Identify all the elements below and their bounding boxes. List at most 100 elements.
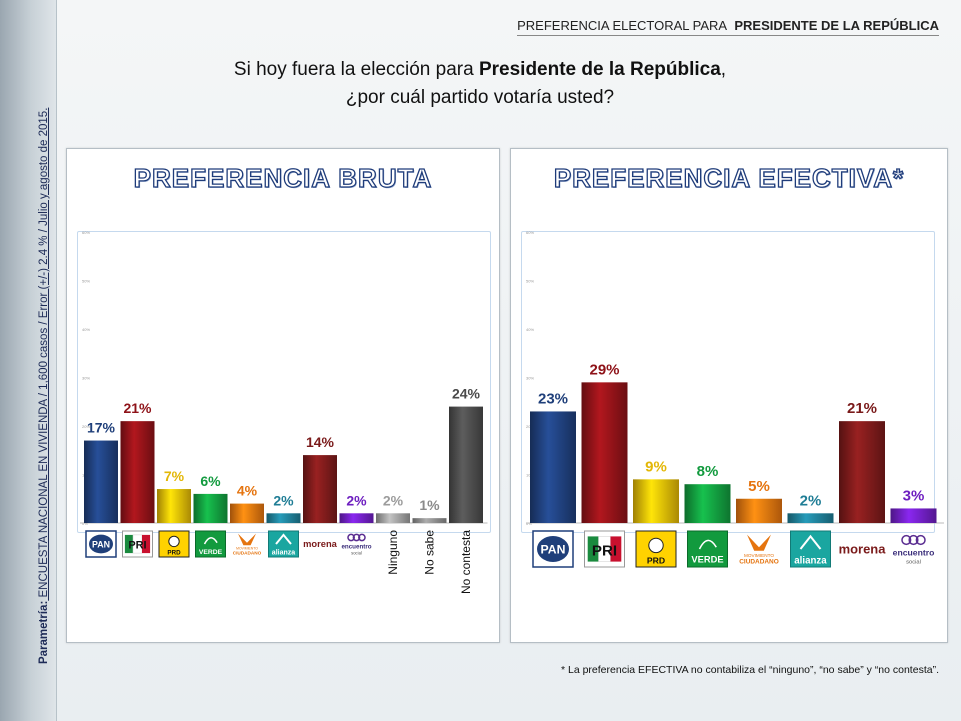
bar [736,498,782,523]
y-tick-label: 40% [526,327,534,332]
alianza-logo-frame [790,530,831,568]
y-tick-label: 40% [82,327,90,332]
data-label: 8% [697,463,719,480]
alianza-logo-bruta: alianza [268,530,299,558]
morena-logo-text: morena [839,541,887,556]
bar [193,493,228,523]
y-tick-label: 60% [82,230,90,235]
bar [230,503,264,523]
chart-title-bruta: PREFERENCIA BRUTA [133,162,433,193]
data-label: 6% [200,473,221,489]
chart-1: 60%50%40%30%20%10%0%23%29%9%8%5%2%21%3% [526,230,944,526]
encuentro-logo-social: social [351,550,362,555]
chart-title-efectiva: PREFERENCIA EFECTIVA* [553,162,905,193]
data-label: 2% [346,492,367,508]
data-label: 3% [903,487,925,504]
pri-logo-text: PRI [592,542,617,559]
encuentro-logo-ring [915,534,926,546]
footnote: * La preferencia EFECTIVA no contabiliza… [560,664,939,676]
verde-logo-text: VERDE [691,555,723,565]
prd-logo-sun [648,537,664,554]
verde-logo-leaf [203,537,218,545]
bar [84,440,118,523]
bar [530,411,576,523]
encuentro-logo-efectiva: encuentro social [893,534,934,565]
mc-logo-text: CIUDADANO [233,550,262,555]
encuentro-logo-ring [347,533,355,542]
prd-logo-efectiva: PRD [635,530,677,568]
mc-logo-eagle [238,533,256,546]
data-label: 23% [538,390,568,407]
pan-logo-circle [89,534,113,554]
data-label: 17% [87,420,116,436]
y-tick-label: 60% [526,230,534,235]
alianza-logo-text: alianza [272,549,295,556]
morena-logo-efectiva: morena [839,541,887,556]
verde-logo-frame [687,530,728,568]
morena-logo-bruta: morena [303,539,338,549]
bar [376,513,410,523]
encuentro-logo-text: encuentro [341,544,371,551]
data-label: 2% [800,492,822,509]
bar [449,406,483,523]
mc-logo-small-text: MOVIMIENTO [744,553,774,558]
header-prefix: PREFERENCIA ELECTORAL PARA [517,18,728,33]
bar [303,455,337,523]
question-line1-a: Si hoy fuera la elección para [233,59,479,80]
alianza-logo-text: alianza [794,555,827,566]
bar [633,479,679,523]
encuentro-logo-ring [352,533,361,542]
pan-logo-efectiva: PAN [532,530,574,568]
pri-logo-red [142,534,151,554]
prd-logo-text: PRD [167,549,181,556]
data-label: 7% [164,468,185,484]
data-label: 14% [306,434,335,450]
chart-panel-bruta: PREFERENCIA BRUTA [66,148,500,643]
category-label-ninguno: Ninguno [386,530,400,575]
data-label: 4% [237,483,258,499]
data-label: 9% [645,458,667,475]
encuentro-logo-ring [358,533,366,542]
bar [412,518,447,523]
prd-logo-sun [168,535,180,548]
prd-logo-text: PRD [647,555,665,565]
verde-logo-efectiva: VERDE [687,530,728,568]
verde-logo-frame [195,530,226,558]
bar [339,513,374,523]
category-label-no-sabe: No sabe [423,530,437,575]
data-label: 29% [589,361,619,378]
header-bold: PRESIDENTE DE LA REPÚBLICA [734,18,939,33]
bar [839,421,885,523]
verde-logo-bruta: VERDE [195,530,226,558]
pri-logo-efectiva: PRI [584,530,625,568]
pan-logo-text: PAN [541,543,566,557]
mc-logo-small-text: MOVIMIENTO [236,547,258,551]
y-tick-label: 50% [82,279,90,284]
bar [120,421,155,523]
encuentro-logo-ring [901,534,912,546]
pan-logo-text: PAN [92,539,110,549]
question-line1-bold: Presidente de la República [478,59,721,80]
pan-logo-bruta: PAN [85,530,117,558]
bar [890,508,937,523]
mc-logo-eagle [747,534,771,551]
slide-header: PREFERENCIA ELECTORAL PARA PRESIDENTE DE… [517,18,939,36]
y-tick-label: 30% [82,376,90,381]
alianza-logo-mark [799,534,822,550]
y-tick-label: 20% [82,424,90,429]
bar [684,484,731,523]
data-label: 5% [748,478,770,495]
encuentro-logo-social: social [906,559,921,565]
y-tick-label: 50% [526,279,534,284]
alianza-logo-mark [275,533,292,545]
survey-question: Si hoy fuera la elección para Presidente… [200,56,760,112]
data-label: 21% [123,400,152,416]
pri-logo-bruta: PRI [122,530,153,558]
morena-logo-text: morena [303,539,338,549]
sidebar-divider [56,0,57,721]
sidebar-decoration [0,0,56,721]
